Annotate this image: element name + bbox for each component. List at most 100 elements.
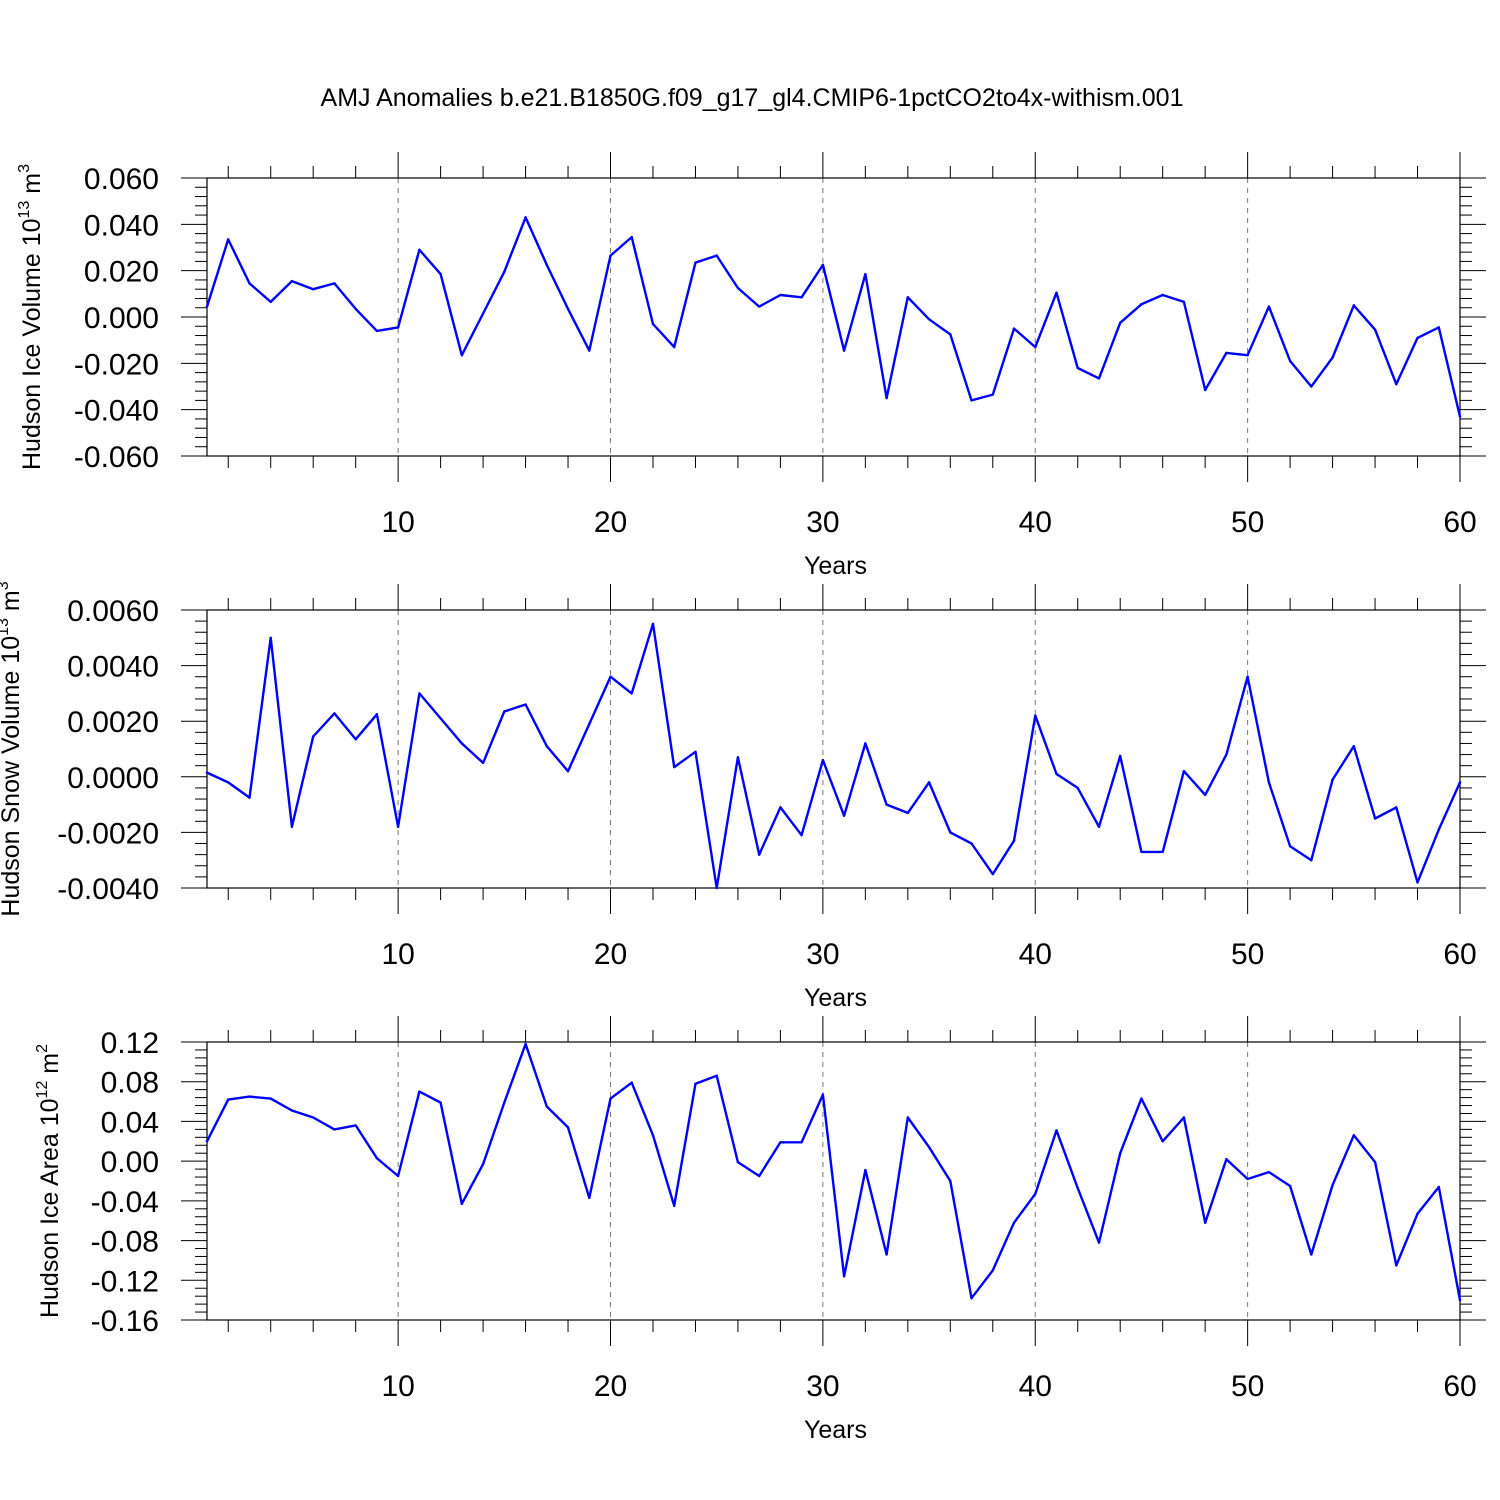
data-point xyxy=(290,279,294,283)
data-point xyxy=(1310,385,1313,388)
data-point xyxy=(1119,754,1122,758)
data-point xyxy=(906,1116,910,1119)
data-point xyxy=(439,1101,442,1104)
data-point xyxy=(1203,388,1207,392)
data-point xyxy=(1416,1212,1419,1215)
data-point xyxy=(1352,304,1356,307)
data-point xyxy=(1310,1253,1313,1256)
data-point xyxy=(694,750,697,753)
x-tick-label: 60 xyxy=(1443,506,1476,539)
data-point xyxy=(205,305,209,308)
data-point xyxy=(248,282,251,285)
y-axis-label: Hudson Ice Area 1012 m2 xyxy=(34,1044,64,1318)
data-point xyxy=(842,349,846,352)
data-point xyxy=(651,1134,655,1137)
data-point xyxy=(694,1082,697,1085)
y-tick-label: 0.0040 xyxy=(67,651,159,684)
data-point xyxy=(1373,1160,1377,1164)
data-point xyxy=(354,1124,357,1127)
data-point xyxy=(460,1202,464,1206)
figure-title: AMJ Anomalies b.e21.B1850G.f09_g17_gl4.C… xyxy=(321,84,1184,112)
data-point xyxy=(1012,1221,1016,1224)
data-point xyxy=(630,692,633,695)
data-point xyxy=(1055,772,1058,776)
data-point xyxy=(396,326,400,329)
data-point xyxy=(906,296,910,299)
data-point xyxy=(1373,328,1377,331)
data-point xyxy=(1288,1184,1292,1188)
y-tick-label: -0.0040 xyxy=(57,873,159,906)
data-point xyxy=(1352,745,1356,748)
y-axis-label-exponent: 13 xyxy=(16,201,33,219)
data-point xyxy=(949,831,952,834)
data-point xyxy=(1437,1185,1440,1189)
data-point xyxy=(821,758,825,762)
y-tick-label: -0.08 xyxy=(91,1226,159,1259)
data-point xyxy=(1437,326,1440,329)
x-tick-label: 30 xyxy=(806,938,839,971)
data-point xyxy=(673,1204,676,1208)
y-axis-label-main: Hudson Ice Volume 10 xyxy=(18,218,46,470)
data-point xyxy=(1161,1140,1164,1143)
y-tick-label: 0.060 xyxy=(84,163,159,196)
data-point xyxy=(885,1253,888,1256)
data-point xyxy=(460,354,464,357)
data-point xyxy=(864,742,867,745)
panel-snow-volume: -0.0040 -0.0020 0.0000 0.0020 0.0040 0.0060 10… xyxy=(0,581,1486,1012)
data-point xyxy=(1246,675,1249,678)
data-point xyxy=(354,738,357,741)
data-point xyxy=(757,1174,761,1178)
data-point xyxy=(757,305,761,308)
x-axis-label: Years xyxy=(804,984,867,1012)
data-point xyxy=(1458,1298,1462,1302)
data-point xyxy=(630,235,633,239)
data-point xyxy=(418,692,421,695)
y-tick-label: 0.0000 xyxy=(67,762,159,795)
data-point xyxy=(1416,881,1419,884)
data-point xyxy=(1373,817,1377,820)
data-point xyxy=(333,282,336,285)
y-axis-label-unit: m xyxy=(18,173,46,201)
data-point xyxy=(1225,1157,1228,1161)
data-point xyxy=(1437,828,1440,831)
data-point xyxy=(205,771,209,774)
data-point xyxy=(205,1140,209,1143)
data-point xyxy=(736,286,740,290)
x-axis-label: Years xyxy=(804,1416,867,1444)
data-point xyxy=(1034,714,1037,717)
data-point xyxy=(1267,1170,1271,1174)
data-point xyxy=(418,248,421,252)
data-point xyxy=(821,263,825,267)
x-tick-label: 30 xyxy=(806,506,839,539)
y-axis-label-unit: m xyxy=(36,1053,64,1081)
data-point xyxy=(1076,786,1079,790)
data-point xyxy=(227,238,230,241)
x-tick-label: 60 xyxy=(1443,938,1476,971)
y-tick-label: 0.04 xyxy=(101,1106,159,1139)
data-point xyxy=(1034,345,1037,349)
data-point xyxy=(609,1097,612,1100)
data-point xyxy=(927,318,931,321)
y-tick-label: 0.0020 xyxy=(67,706,159,739)
data-point xyxy=(1352,1134,1356,1137)
y-axis-label-main: Hudson Snow Volume 10 xyxy=(0,636,25,917)
data-point xyxy=(503,1101,506,1104)
y-axis-label-unit-exponent: 2 xyxy=(34,1044,51,1053)
data-point xyxy=(333,712,336,715)
data-point xyxy=(1267,305,1271,308)
data-point xyxy=(311,1116,315,1119)
data-point xyxy=(503,270,506,274)
data-point xyxy=(630,1081,633,1084)
data-point xyxy=(375,329,379,333)
x-tick-label: 10 xyxy=(381,506,414,539)
y-axis-label-unit: m xyxy=(0,590,25,618)
data-point xyxy=(503,710,506,713)
data-point xyxy=(418,1090,421,1093)
data-point xyxy=(651,622,655,626)
data-point xyxy=(1076,366,1079,370)
data-point xyxy=(970,399,973,402)
data-point xyxy=(1055,291,1058,294)
data-point xyxy=(800,833,803,837)
data-point xyxy=(1310,859,1313,862)
